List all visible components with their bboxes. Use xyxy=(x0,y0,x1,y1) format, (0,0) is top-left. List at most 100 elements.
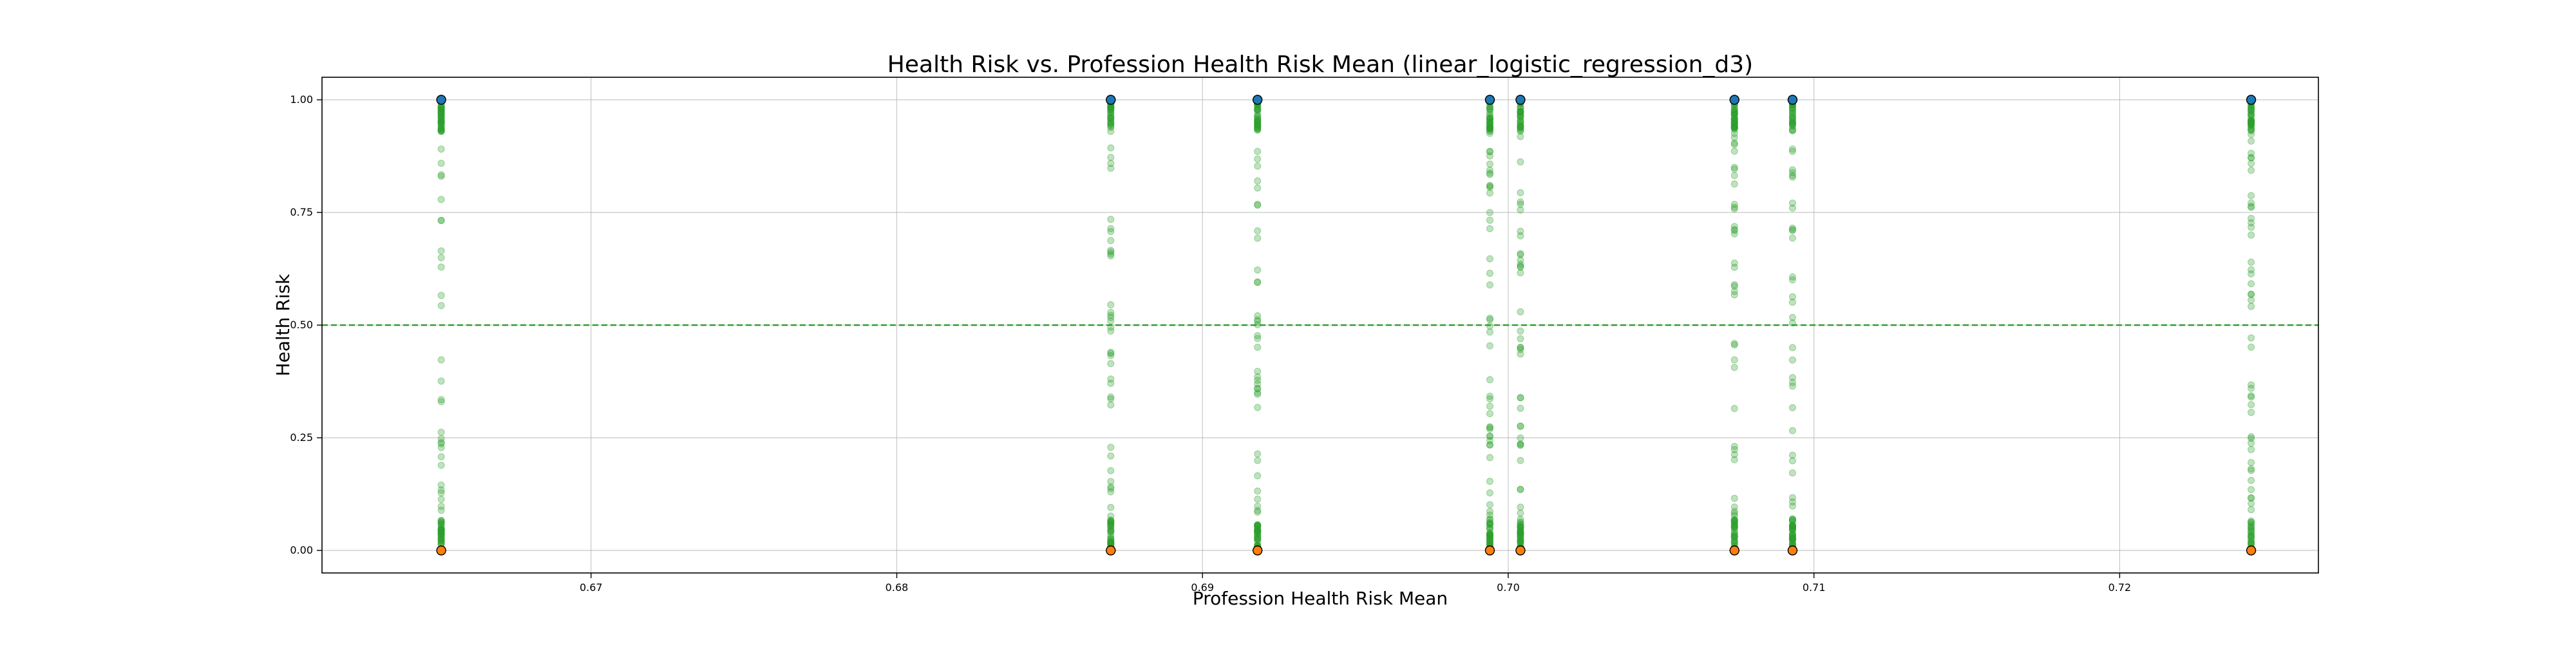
prediction-point xyxy=(1517,250,1524,258)
prediction-point xyxy=(437,440,445,447)
prediction-point xyxy=(1517,530,1524,538)
prediction-point xyxy=(1486,441,1493,449)
prediction-point xyxy=(1788,314,1796,321)
prediction-point xyxy=(1254,495,1262,503)
prediction-point xyxy=(1517,530,1524,538)
prediction-point xyxy=(1730,281,1738,288)
prediction-point xyxy=(1486,520,1493,528)
prediction-point xyxy=(1517,189,1524,196)
prediction-point xyxy=(437,481,445,489)
prediction-point xyxy=(1517,263,1524,271)
prediction-point xyxy=(1254,527,1262,535)
prediction-point xyxy=(437,536,445,543)
prediction-point xyxy=(1788,118,1796,126)
prediction-point xyxy=(2248,106,2255,114)
prediction-point xyxy=(1107,538,1115,546)
prediction-point xyxy=(1107,118,1115,126)
prediction-point xyxy=(1486,115,1493,123)
prediction-point xyxy=(1730,341,1738,349)
prediction-point xyxy=(1730,507,1738,515)
prediction-point xyxy=(1730,120,1738,127)
prediction-point xyxy=(1517,127,1524,135)
actual-high-risk-point xyxy=(1515,95,1526,105)
prediction-point xyxy=(1730,129,1738,137)
prediction-point xyxy=(437,113,445,120)
prediction-point xyxy=(1730,521,1738,529)
prediction-point xyxy=(1788,404,1796,411)
prediction-point xyxy=(1254,114,1262,122)
prediction-point xyxy=(437,115,445,123)
prediction-point xyxy=(437,160,445,167)
prediction-point xyxy=(1254,278,1262,286)
prediction-point xyxy=(1107,516,1115,524)
prediction-point xyxy=(437,516,445,524)
prediction-point xyxy=(437,127,445,135)
prediction-point xyxy=(1730,205,1738,213)
prediction-point xyxy=(1254,535,1262,543)
prediction-point xyxy=(1486,118,1493,126)
prediction-point xyxy=(1730,106,1738,113)
prediction-point xyxy=(1517,394,1524,402)
prediction-point xyxy=(2248,114,2255,122)
prediction-point xyxy=(1486,538,1493,546)
prediction-point xyxy=(1107,360,1115,368)
prediction-point xyxy=(2248,476,2255,484)
prediction-point xyxy=(1517,206,1524,214)
prediction-point xyxy=(1730,442,1738,450)
prediction-point xyxy=(1254,508,1262,516)
prediction-point xyxy=(1254,117,1262,125)
prediction-point xyxy=(1254,118,1262,126)
prediction-point xyxy=(1254,527,1262,534)
prediction-point xyxy=(2248,120,2255,128)
prediction-point xyxy=(1788,227,1796,234)
prediction-point xyxy=(1788,145,1796,153)
prediction-point xyxy=(1517,422,1524,430)
prediction-point xyxy=(1486,529,1493,537)
prediction-point xyxy=(1517,350,1524,358)
prediction-point xyxy=(1788,522,1796,530)
prediction-point xyxy=(1517,117,1524,124)
prediction-point xyxy=(1107,526,1115,534)
prediction-point xyxy=(1486,147,1493,155)
prediction-point xyxy=(1486,432,1493,440)
prediction-point xyxy=(1730,164,1738,171)
prediction-point xyxy=(2248,231,2255,239)
prediction-point xyxy=(2248,445,2255,453)
prediction-point xyxy=(1730,227,1738,234)
prediction-point xyxy=(437,503,445,511)
prediction-point xyxy=(437,118,445,126)
prediction-point xyxy=(1254,106,1262,113)
prediction-point xyxy=(1254,526,1262,534)
prediction-point xyxy=(1254,200,1262,208)
prediction-point xyxy=(437,145,445,153)
prediction-point xyxy=(1486,534,1493,542)
prediction-point xyxy=(437,521,445,529)
prediction-point xyxy=(1788,113,1796,121)
prediction-point xyxy=(1486,478,1493,485)
prediction-point xyxy=(2248,290,2255,298)
prediction-point xyxy=(1486,118,1493,126)
y-axis-ticks: 0.00 0.25 0.50 0.75 1.00 xyxy=(290,93,322,556)
prediction-point xyxy=(437,127,445,135)
prediction-point xyxy=(1517,485,1524,493)
prediction-point xyxy=(437,109,445,117)
prediction-point xyxy=(1107,323,1115,331)
prediction-point xyxy=(1107,520,1115,528)
actual-low-risk-point xyxy=(436,545,446,556)
prediction-point xyxy=(1107,379,1115,387)
prediction-point xyxy=(2248,123,2255,131)
prediction-point xyxy=(1517,158,1524,165)
prediction-point xyxy=(1788,122,1796,130)
prediction-point xyxy=(1730,523,1738,530)
prediction-point xyxy=(1486,537,1493,545)
x-tick-label: 0.69 xyxy=(1191,581,1214,594)
prediction-point xyxy=(437,292,445,299)
prediction-point xyxy=(1517,537,1524,545)
x-tick-label: 0.67 xyxy=(580,581,603,594)
prediction-point xyxy=(1788,172,1796,180)
prediction-point xyxy=(1254,521,1262,529)
prediction-point xyxy=(1486,425,1493,433)
prediction-point xyxy=(2248,199,2255,207)
